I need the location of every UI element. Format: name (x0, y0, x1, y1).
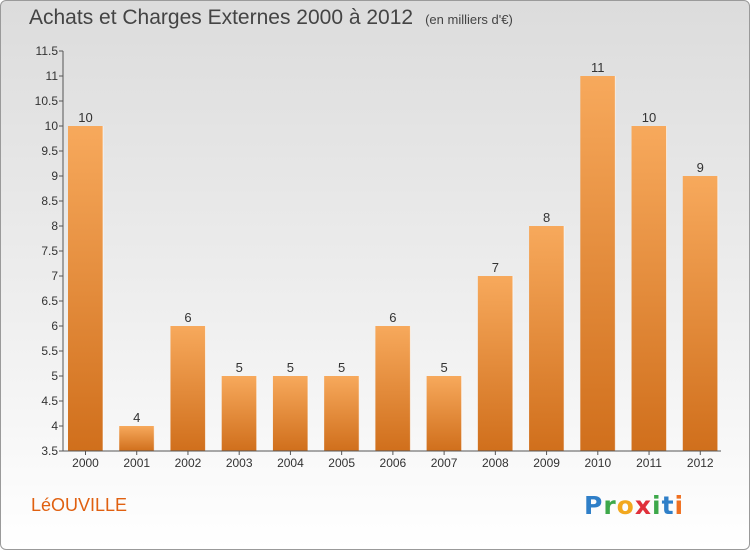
proxiti-logo: Proxiti (584, 491, 684, 520)
chart-subtitle: (en milliers d'€) (425, 12, 513, 27)
x-tick-label: 2003 (226, 456, 253, 470)
y-tick-label: 6 (51, 319, 58, 333)
y-tick-label: 3.5 (41, 444, 58, 458)
x-tick-label: 2002 (175, 456, 202, 470)
x-tick-label: 2010 (584, 456, 611, 470)
bar-value-label: 4 (133, 410, 140, 425)
bar-value-label: 5 (236, 360, 243, 375)
bar-value-label: 10 (642, 110, 656, 125)
bar (119, 426, 155, 451)
logo-letter: P (584, 491, 604, 520)
bar-value-label: 7 (492, 260, 499, 275)
y-tick-label: 8.5 (41, 194, 58, 208)
y-tick-label: 11.5 (36, 44, 59, 58)
bars: 10 4 6 5 5 5 6 5 7 8 11 10 9 (68, 60, 719, 451)
y-tick-label: 7.5 (41, 244, 58, 258)
bar (529, 226, 565, 451)
x-tick-label: 2007 (431, 456, 458, 470)
bar-value-label: 6 (389, 310, 396, 325)
y-tick-label: 7 (51, 269, 58, 283)
chart-title-main: Achats et Charges Externes 2000 à 2012 (29, 6, 414, 29)
bar (324, 376, 360, 451)
y-axis: 3.5 4 4.5 5 5.5 6 6.5 7 7.5 8 8.5 9 9.5 10 10.5 11 11.5 (35, 44, 64, 458)
commune-name: LéOUVILLE (31, 495, 128, 515)
y-tick-label: 4 (51, 419, 58, 433)
bar-value-label: 8 (543, 210, 550, 225)
y-tick-label: 5.5 (41, 344, 58, 358)
y-tick-label: 6.5 (41, 294, 58, 308)
y-tick-label: 9.5 (41, 144, 58, 158)
chart-title: Achats et Charges Externes 2000 à 2012 (e… (29, 6, 513, 30)
bar-value-label: 10 (78, 110, 92, 125)
logo-letter: i (674, 491, 685, 520)
bar (272, 376, 308, 451)
logo-letter: x (634, 491, 652, 520)
bar-value-label: 9 (697, 160, 704, 175)
bar (170, 326, 206, 451)
bar (426, 376, 462, 451)
bar (68, 126, 103, 451)
x-tick-label: 2001 (123, 456, 150, 470)
x-tick-label: 2012 (687, 456, 714, 470)
logo-letter: r (603, 491, 617, 520)
x-tick-label: 2011 (636, 456, 662, 470)
bar (682, 176, 718, 451)
x-tick-label: 2004 (277, 456, 304, 470)
y-tick-label: 10.5 (35, 94, 59, 108)
bar-value-label: 5 (287, 360, 294, 375)
y-tick-label: 9 (51, 169, 58, 183)
bar (375, 326, 411, 451)
logo-letter: o (616, 491, 635, 520)
x-tick-label: 2000 (72, 456, 99, 470)
x-tick-label: 2005 (328, 456, 355, 470)
logo-letter: i (652, 491, 662, 520)
bar-value-label: 6 (184, 310, 191, 325)
bar (477, 276, 513, 451)
x-tick-label: 2008 (482, 456, 509, 470)
bar (580, 76, 616, 451)
y-tick-label: 5 (51, 369, 58, 383)
bar-value-label: 5 (338, 360, 345, 375)
x-axis: 2000 2001 2002 2003 2004 2005 2006 2007 2008 2009… (63, 450, 721, 470)
y-tick-label: 10 (45, 119, 59, 133)
logo-letter: t (661, 491, 675, 520)
x-tick-label: 2009 (533, 456, 560, 470)
x-tick-label: 2006 (380, 456, 407, 470)
bar-value-label: 11 (591, 60, 605, 75)
y-tick-label: 8 (51, 219, 58, 233)
bar-value-label: 5 (440, 360, 447, 375)
bar (631, 126, 667, 451)
y-tick-label: 11 (46, 69, 59, 83)
bar (221, 376, 257, 451)
y-tick-label: 4.5 (41, 394, 58, 408)
